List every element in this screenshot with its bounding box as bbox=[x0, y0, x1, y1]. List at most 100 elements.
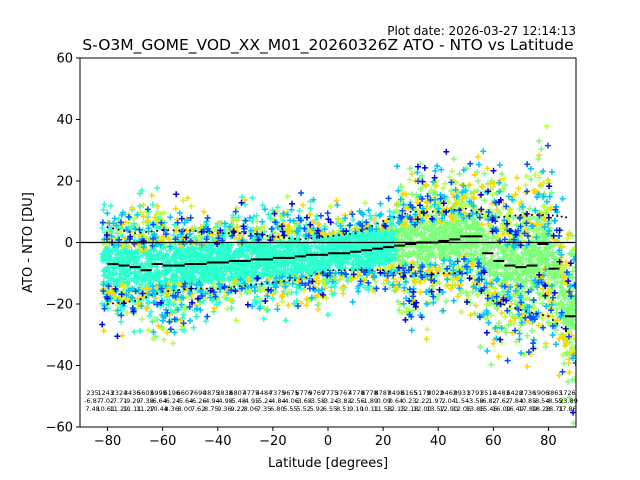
std-upper-dot bbox=[183, 229, 186, 232]
bin-std: 13.57 bbox=[426, 405, 445, 413]
std-upper-dot bbox=[299, 238, 302, 241]
std-upper-dot bbox=[547, 213, 550, 216]
bin-std: 5.55 bbox=[283, 405, 297, 413]
bin-count: 7775 bbox=[322, 389, 339, 397]
std-lower-dot bbox=[205, 287, 208, 290]
std-upper-dot bbox=[398, 214, 401, 217]
std-upper-dot bbox=[139, 231, 142, 234]
bin-std: 12.06 bbox=[453, 405, 472, 413]
bin-mean: 0.64 bbox=[389, 397, 403, 405]
std-lower-dot bbox=[514, 307, 517, 310]
std-lower-dot bbox=[393, 271, 396, 274]
bin-count: 8498 bbox=[388, 389, 405, 397]
std-lower-dot bbox=[453, 272, 456, 275]
bin-mean: -2.56 bbox=[348, 397, 365, 405]
std-lower-dot bbox=[338, 269, 341, 272]
bin-count: 3863 bbox=[546, 389, 563, 397]
std-upper-dot bbox=[238, 232, 241, 235]
std-lower-dot bbox=[426, 273, 429, 276]
std-lower-dot bbox=[349, 269, 352, 272]
bin-count: 5179 bbox=[414, 389, 431, 397]
y-tick-label: 40 bbox=[56, 113, 73, 128]
std-upper-dot bbox=[172, 229, 175, 232]
std-upper-dot bbox=[415, 210, 418, 213]
x-axis-label: Latitude [degrees] bbox=[268, 456, 388, 471]
std-upper-dot bbox=[481, 213, 484, 216]
bin-count: 8022 bbox=[427, 389, 444, 397]
std-upper-dot bbox=[525, 213, 528, 216]
bin-std: 9.10 bbox=[349, 405, 363, 413]
scatter-points-0 bbox=[99, 185, 400, 340]
bin-count: 5603 bbox=[137, 389, 154, 397]
bin-mean: -4.06 bbox=[282, 397, 299, 405]
bin-count: 6990 bbox=[150, 389, 167, 397]
std-upper-dot bbox=[475, 211, 478, 214]
std-lower-dot bbox=[437, 272, 440, 275]
std-upper-dot bbox=[277, 235, 280, 238]
bin-count: 1906 bbox=[533, 389, 550, 397]
x-axis: −80 −60 −40 −20 0 20 40 60 80 bbox=[94, 427, 557, 449]
std-lower-dot bbox=[211, 287, 214, 290]
std-upper-dot bbox=[486, 215, 489, 218]
bin-count: 6165 bbox=[401, 389, 418, 397]
std-lower-dot bbox=[123, 301, 126, 304]
std-upper-dot bbox=[178, 229, 181, 232]
std-lower-dot bbox=[409, 275, 412, 278]
std-lower-dot bbox=[128, 300, 131, 303]
std-upper-dot bbox=[343, 233, 346, 236]
std-upper-dot bbox=[332, 234, 335, 237]
std-lower-dot bbox=[541, 314, 544, 317]
std-upper-dot bbox=[497, 216, 500, 219]
std-upper-dot bbox=[565, 216, 568, 219]
std-lower-dot bbox=[371, 269, 374, 272]
std-lower-dot bbox=[442, 272, 445, 275]
std-lower-dot bbox=[271, 281, 274, 284]
y-tick-label: 0 bbox=[65, 236, 73, 251]
std-upper-dot bbox=[321, 235, 324, 238]
std-lower-dot bbox=[310, 274, 313, 277]
y-axis: −60 −40 −20 0 20 40 60 bbox=[46, 52, 80, 436]
std-lower-dot bbox=[497, 301, 500, 304]
std-upper-dot bbox=[514, 214, 517, 217]
bin-std: 12.00 bbox=[413, 405, 432, 413]
bin-std: 18.71 bbox=[545, 405, 564, 413]
std-upper-dot bbox=[431, 210, 434, 213]
chart-title: S-O3M_GOME_VOD_XX_M01_20260326Z ATO - NT… bbox=[82, 36, 573, 55]
y-tick-label: 20 bbox=[56, 175, 73, 190]
bin-std: 7.62 bbox=[191, 405, 205, 413]
bin-std: 6.55 bbox=[323, 405, 337, 413]
bin-mean: -23.89 bbox=[557, 397, 578, 405]
std-lower-dot bbox=[216, 287, 219, 290]
bin-mean: -3.68 bbox=[295, 397, 312, 405]
bin-count: 9931 bbox=[454, 389, 471, 397]
std-upper-dot bbox=[365, 227, 368, 230]
std-lower-dot bbox=[288, 279, 291, 282]
std-upper-dot bbox=[205, 231, 208, 234]
bin-std: 15.46 bbox=[479, 405, 498, 413]
std-lower-dot bbox=[139, 298, 142, 301]
std-lower-dot bbox=[508, 305, 511, 308]
bin-std: 12.13 bbox=[387, 405, 406, 413]
std-lower-dot bbox=[332, 269, 335, 272]
scatter-points-3 bbox=[100, 148, 576, 362]
std-upper-dot bbox=[233, 232, 236, 235]
bin-mean: -7.62 bbox=[493, 397, 510, 405]
bin-std: 8.00 bbox=[178, 405, 192, 413]
bin-std: 8.06 bbox=[244, 405, 258, 413]
bin-count: 4775 bbox=[243, 389, 260, 397]
std-upper-dot bbox=[222, 232, 225, 235]
y-tick-label: −40 bbox=[46, 359, 73, 374]
std-lower-dot bbox=[492, 299, 495, 302]
bin-mean: 0.23 bbox=[402, 397, 416, 405]
std-lower-dot bbox=[481, 288, 484, 291]
std-lower-dot bbox=[486, 294, 489, 297]
bin-std: 13.86 bbox=[466, 405, 485, 413]
std-upper-dot bbox=[271, 235, 274, 238]
std-lower-dot bbox=[304, 276, 307, 279]
bin-count: 3767 bbox=[335, 389, 352, 397]
std-lower-dot bbox=[321, 271, 324, 274]
bin-mean: -0.85 bbox=[519, 397, 536, 405]
std-lower-dot bbox=[156, 292, 159, 295]
std-lower-dot bbox=[475, 283, 478, 286]
